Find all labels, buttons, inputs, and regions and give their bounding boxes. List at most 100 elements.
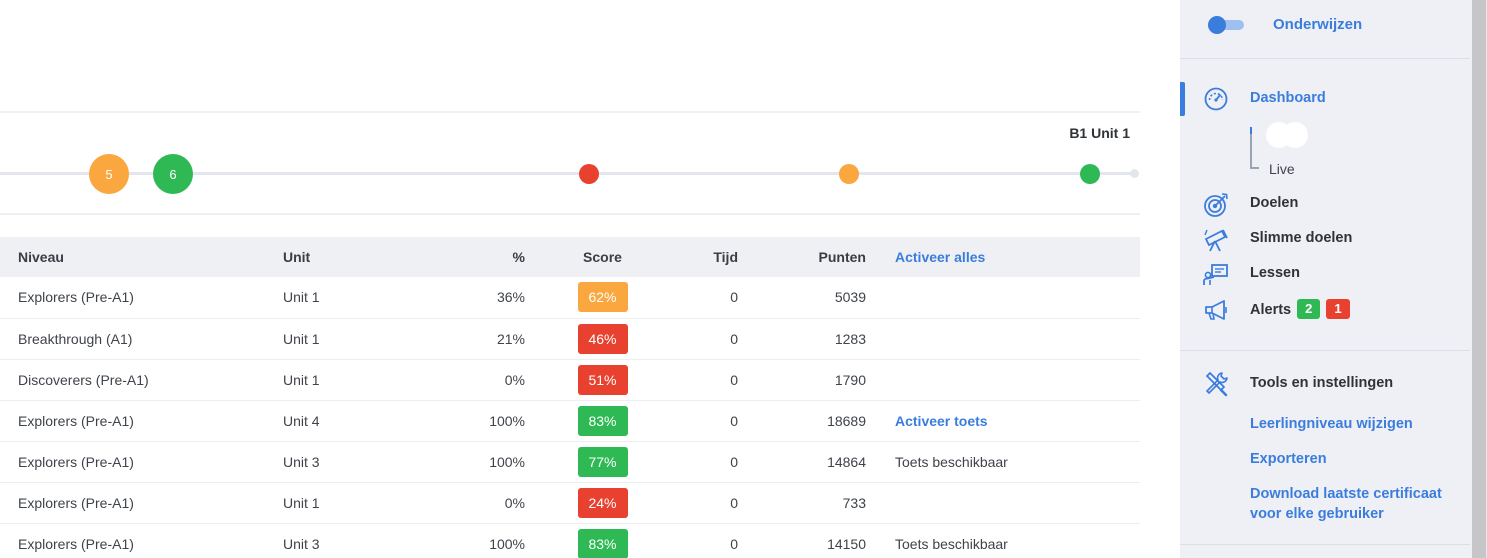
divider [0,111,1140,113]
cell-punten: 18689 [827,412,866,429]
cell-action [866,277,1140,318]
timeline-node[interactable] [839,164,859,184]
sidebar-divider [1180,350,1470,351]
timeline-track [0,172,1134,175]
sidebar-subitem-live[interactable]: Live [1269,161,1295,177]
toggle-label[interactable]: Onderwijzen [1273,16,1363,33]
table-row: Discoverers (Pre-A1) Unit 1 0% 51% 0 1790 [0,359,1140,400]
score-badge: 83% [577,528,628,558]
table-row: Explorers (Pre-A1) Unit 4 100% 83% 0 18689 Act… [0,400,1140,441]
cell-niveau: Explorers (Pre-A1) [18,494,134,511]
col-header-unit[interactable]: Unit [283,249,311,265]
results-table: Niveau Unit % Score Tijd Punten Activeer… [0,237,1140,558]
cell-unit: Unit 1 [283,371,320,388]
cell-action: Toets beschikbaar [866,523,1140,558]
activeer-alles-link[interactable]: Activeer alles [866,237,1140,277]
cell-unit: Unit 1 [283,289,320,306]
timeline-node[interactable]: 5 [89,154,129,194]
sidebar-divider [1180,58,1470,59]
timeline-end-dot [1130,169,1139,178]
cell-niveau: Breakthrough (A1) [18,330,133,347]
sidebar-item-dashboard[interactable]: Dashboard [1250,90,1326,106]
cell-score: 83% [525,400,680,441]
scrollbar-thumb[interactable] [1472,0,1486,558]
live-avatars [1266,122,1310,148]
table-row: Explorers (Pre-A1) Unit 3 100% 77% 0 14864 Toe… [0,441,1140,482]
teacher-board-icon [1203,264,1228,285]
cell-punten: 733 [842,494,866,511]
timeline-node[interactable] [579,164,599,184]
timeline-node[interactable] [1080,164,1100,184]
toggle-knob[interactable] [1208,16,1226,34]
cell-tijd: 0 [730,330,738,347]
link-leerlingniveau-wijzigen[interactable]: Leerlingniveau wijzigen [1250,416,1413,432]
target-icon [1204,193,1228,217]
status-text: Toets beschikbaar [895,453,1008,470]
cell-niveau: Explorers (Pre-A1) [18,535,134,552]
telescope-icon [1204,229,1228,252]
score-badge: 77% [577,446,628,477]
tree-line-accent [1250,127,1252,134]
table-row: Explorers (Pre-A1) Unit 1 36% 62% 0 5039 [0,277,1140,318]
cell-niveau: Explorers (Pre-A1) [18,412,134,429]
cell-tijd: 0 [730,535,738,552]
tree-branch [1250,167,1259,169]
timeline-label: B1 Unit 1 [1069,125,1130,141]
speedometer-icon [1204,87,1228,111]
avatar [1282,122,1308,148]
cell-tijd: 0 [730,453,738,470]
table-row: Explorers (Pre-A1) Unit 3 100% 83% 0 14150 Toe… [0,523,1140,558]
cell-punten: 1790 [834,371,866,388]
col-header-niveau[interactable]: Niveau [18,249,64,265]
cell-unit: Unit 3 [283,535,320,552]
cell-score: 46% [525,318,680,359]
tree-line [1250,127,1252,169]
sidebar-item-doelen[interactable]: Doelen [1250,195,1299,211]
cell-score: 51% [525,359,680,400]
sidebar-item-slimme-doelen[interactable]: Slimme doelen [1250,230,1353,246]
col-header-tijd[interactable]: Tijd [713,249,738,265]
sidebar-divider [1180,544,1470,545]
teach-mode-toggle[interactable] [1208,16,1244,34]
alerts-count-badge-red: 1 [1326,299,1350,319]
cell-score: 62% [525,277,680,318]
cell-action [866,482,1140,523]
score-badge: 24% [577,487,628,518]
link-exporteren[interactable]: Exporteren [1250,451,1327,467]
toggle-track [1216,20,1244,30]
cell-action [866,318,1140,359]
cell-unit: Unit 4 [283,412,320,429]
cell-score: 24% [525,482,680,523]
cell-niveau: Explorers (Pre-A1) [18,453,134,470]
cell-action: Activeer toets [866,400,1140,441]
score-badge: 62% [577,282,628,313]
cell-punten: 5039 [834,289,866,306]
cell-niveau: Explorers (Pre-A1) [18,289,134,306]
score-badge: 51% [577,364,628,395]
table-row: Explorers (Pre-A1) Unit 1 0% 24% 0 733 [0,482,1140,523]
cell-pct: 100% [489,412,525,429]
timeline-node[interactable]: 6 [153,154,193,194]
main-content: B1 Unit 1 5 6 Niveau Unit % Score Tijd P… [0,111,1140,558]
cell-punten: 14150 [827,535,866,552]
cell-unit: Unit 1 [283,494,320,511]
cell-pct: 100% [489,535,525,552]
col-header-score[interactable]: Score [583,249,622,265]
col-header-punten[interactable]: Punten [818,249,866,265]
table-row: Breakthrough (A1) Unit 1 21% 46% 0 1283 [0,318,1140,359]
cell-unit: Unit 3 [283,453,320,470]
megaphone-icon [1205,300,1227,320]
activeer-toets-link[interactable]: Activeer toets [895,412,988,429]
sidebar-item-lessen[interactable]: Lessen [1250,265,1300,281]
link-download-certificaat[interactable]: Download laatste certificaat voor elke g… [1250,486,1442,522]
active-indicator [1180,82,1185,116]
activeer-alles-label[interactable]: Activeer alles [895,249,986,265]
cell-action [866,359,1140,400]
score-badge: 83% [577,405,628,436]
score-badge: 46% [577,323,628,354]
alerts-label: Alerts [1250,302,1292,318]
cell-pct: 0% [504,494,525,511]
sidebar-item-alerts[interactable]: Alerts 2 1 [1250,299,1350,319]
col-header-pct[interactable]: % [512,249,525,265]
cell-score: 83% [525,523,680,558]
